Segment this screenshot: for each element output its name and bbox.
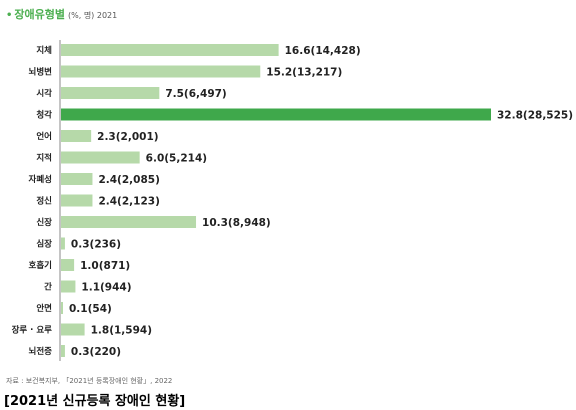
bar-14 xyxy=(61,323,85,336)
bar-12 xyxy=(61,280,76,293)
value-label: 0.3(220) xyxy=(71,346,121,358)
category-label: 지적 xyxy=(36,153,52,164)
value-label: 7.5(6,497) xyxy=(165,88,226,100)
category-label: 시각 xyxy=(36,88,52,99)
bar-9 xyxy=(61,216,197,228)
value-label: 0.1(54) xyxy=(69,303,112,315)
value-label: 2.4(2,123) xyxy=(98,196,159,208)
value-label: 0.3(236) xyxy=(71,239,121,251)
category-label: 언어 xyxy=(36,131,52,142)
bar-6 xyxy=(61,151,140,164)
category-label: 뇌병변 xyxy=(29,67,53,78)
category-label: 정신 xyxy=(36,196,52,207)
category-label: 지체 xyxy=(36,45,52,56)
value-label: 1.8(1,594) xyxy=(91,325,152,337)
bar-4 xyxy=(61,108,491,121)
bar-10 xyxy=(61,237,65,250)
bar-3 xyxy=(61,87,160,99)
source-note: 자료 : 보건복지부, 「2021년 등록장애인 현황」, 2022 xyxy=(6,377,173,385)
value-label: 6.0(5,214) xyxy=(146,153,207,165)
category-label: 신장 xyxy=(36,217,52,228)
category-label: 뇌전증 xyxy=(29,346,53,357)
chart-title: 장애유형별 xyxy=(14,8,66,21)
value-label: 1.0(871) xyxy=(80,260,130,272)
bar-2 xyxy=(61,65,261,78)
figure-caption: [2021년 신규등록 장애인 현황] xyxy=(4,394,186,409)
value-label: 16.6(14,428) xyxy=(285,45,361,57)
category-label: 자폐성 xyxy=(29,174,52,185)
value-label: 15.2(13,217) xyxy=(266,67,342,79)
bar-7 xyxy=(61,173,93,185)
chart-heading: • 장애유형별 (%, 명) 2021 xyxy=(6,6,117,22)
category-label: 청각 xyxy=(36,110,52,121)
bar-8 xyxy=(61,194,93,207)
bar-15 xyxy=(61,345,65,357)
value-label: 1.1(944) xyxy=(81,282,131,294)
bar-5 xyxy=(61,130,92,142)
value-label: 32.8(28,525) xyxy=(497,110,573,122)
heading-bullet: • xyxy=(6,10,13,21)
value-label: 2.3(2,001) xyxy=(97,131,158,143)
category-label: 장루 · 요루 xyxy=(12,325,53,336)
chart-subtitle: (%, 명) 2021 xyxy=(68,11,118,20)
category-label: 안면 xyxy=(36,303,52,314)
bar-1 xyxy=(61,44,279,56)
category-label: 심장 xyxy=(36,239,52,250)
value-label: 10.3(8,948) xyxy=(202,217,271,229)
category-label: 간 xyxy=(44,282,52,293)
category-label: 호흡기 xyxy=(29,260,52,271)
bar-13 xyxy=(61,302,63,314)
bar-chart: 지체 16.6(14,428) 뇌병변 15.2(13,217) 시각 7.5(6,497… xyxy=(12,40,573,361)
value-label: 2.4(2,085) xyxy=(98,174,159,186)
bar-11 xyxy=(61,259,75,271)
